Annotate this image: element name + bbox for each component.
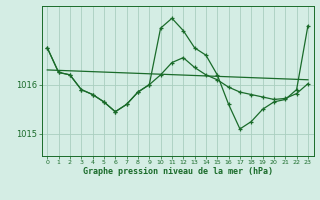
- X-axis label: Graphe pression niveau de la mer (hPa): Graphe pression niveau de la mer (hPa): [83, 167, 273, 176]
